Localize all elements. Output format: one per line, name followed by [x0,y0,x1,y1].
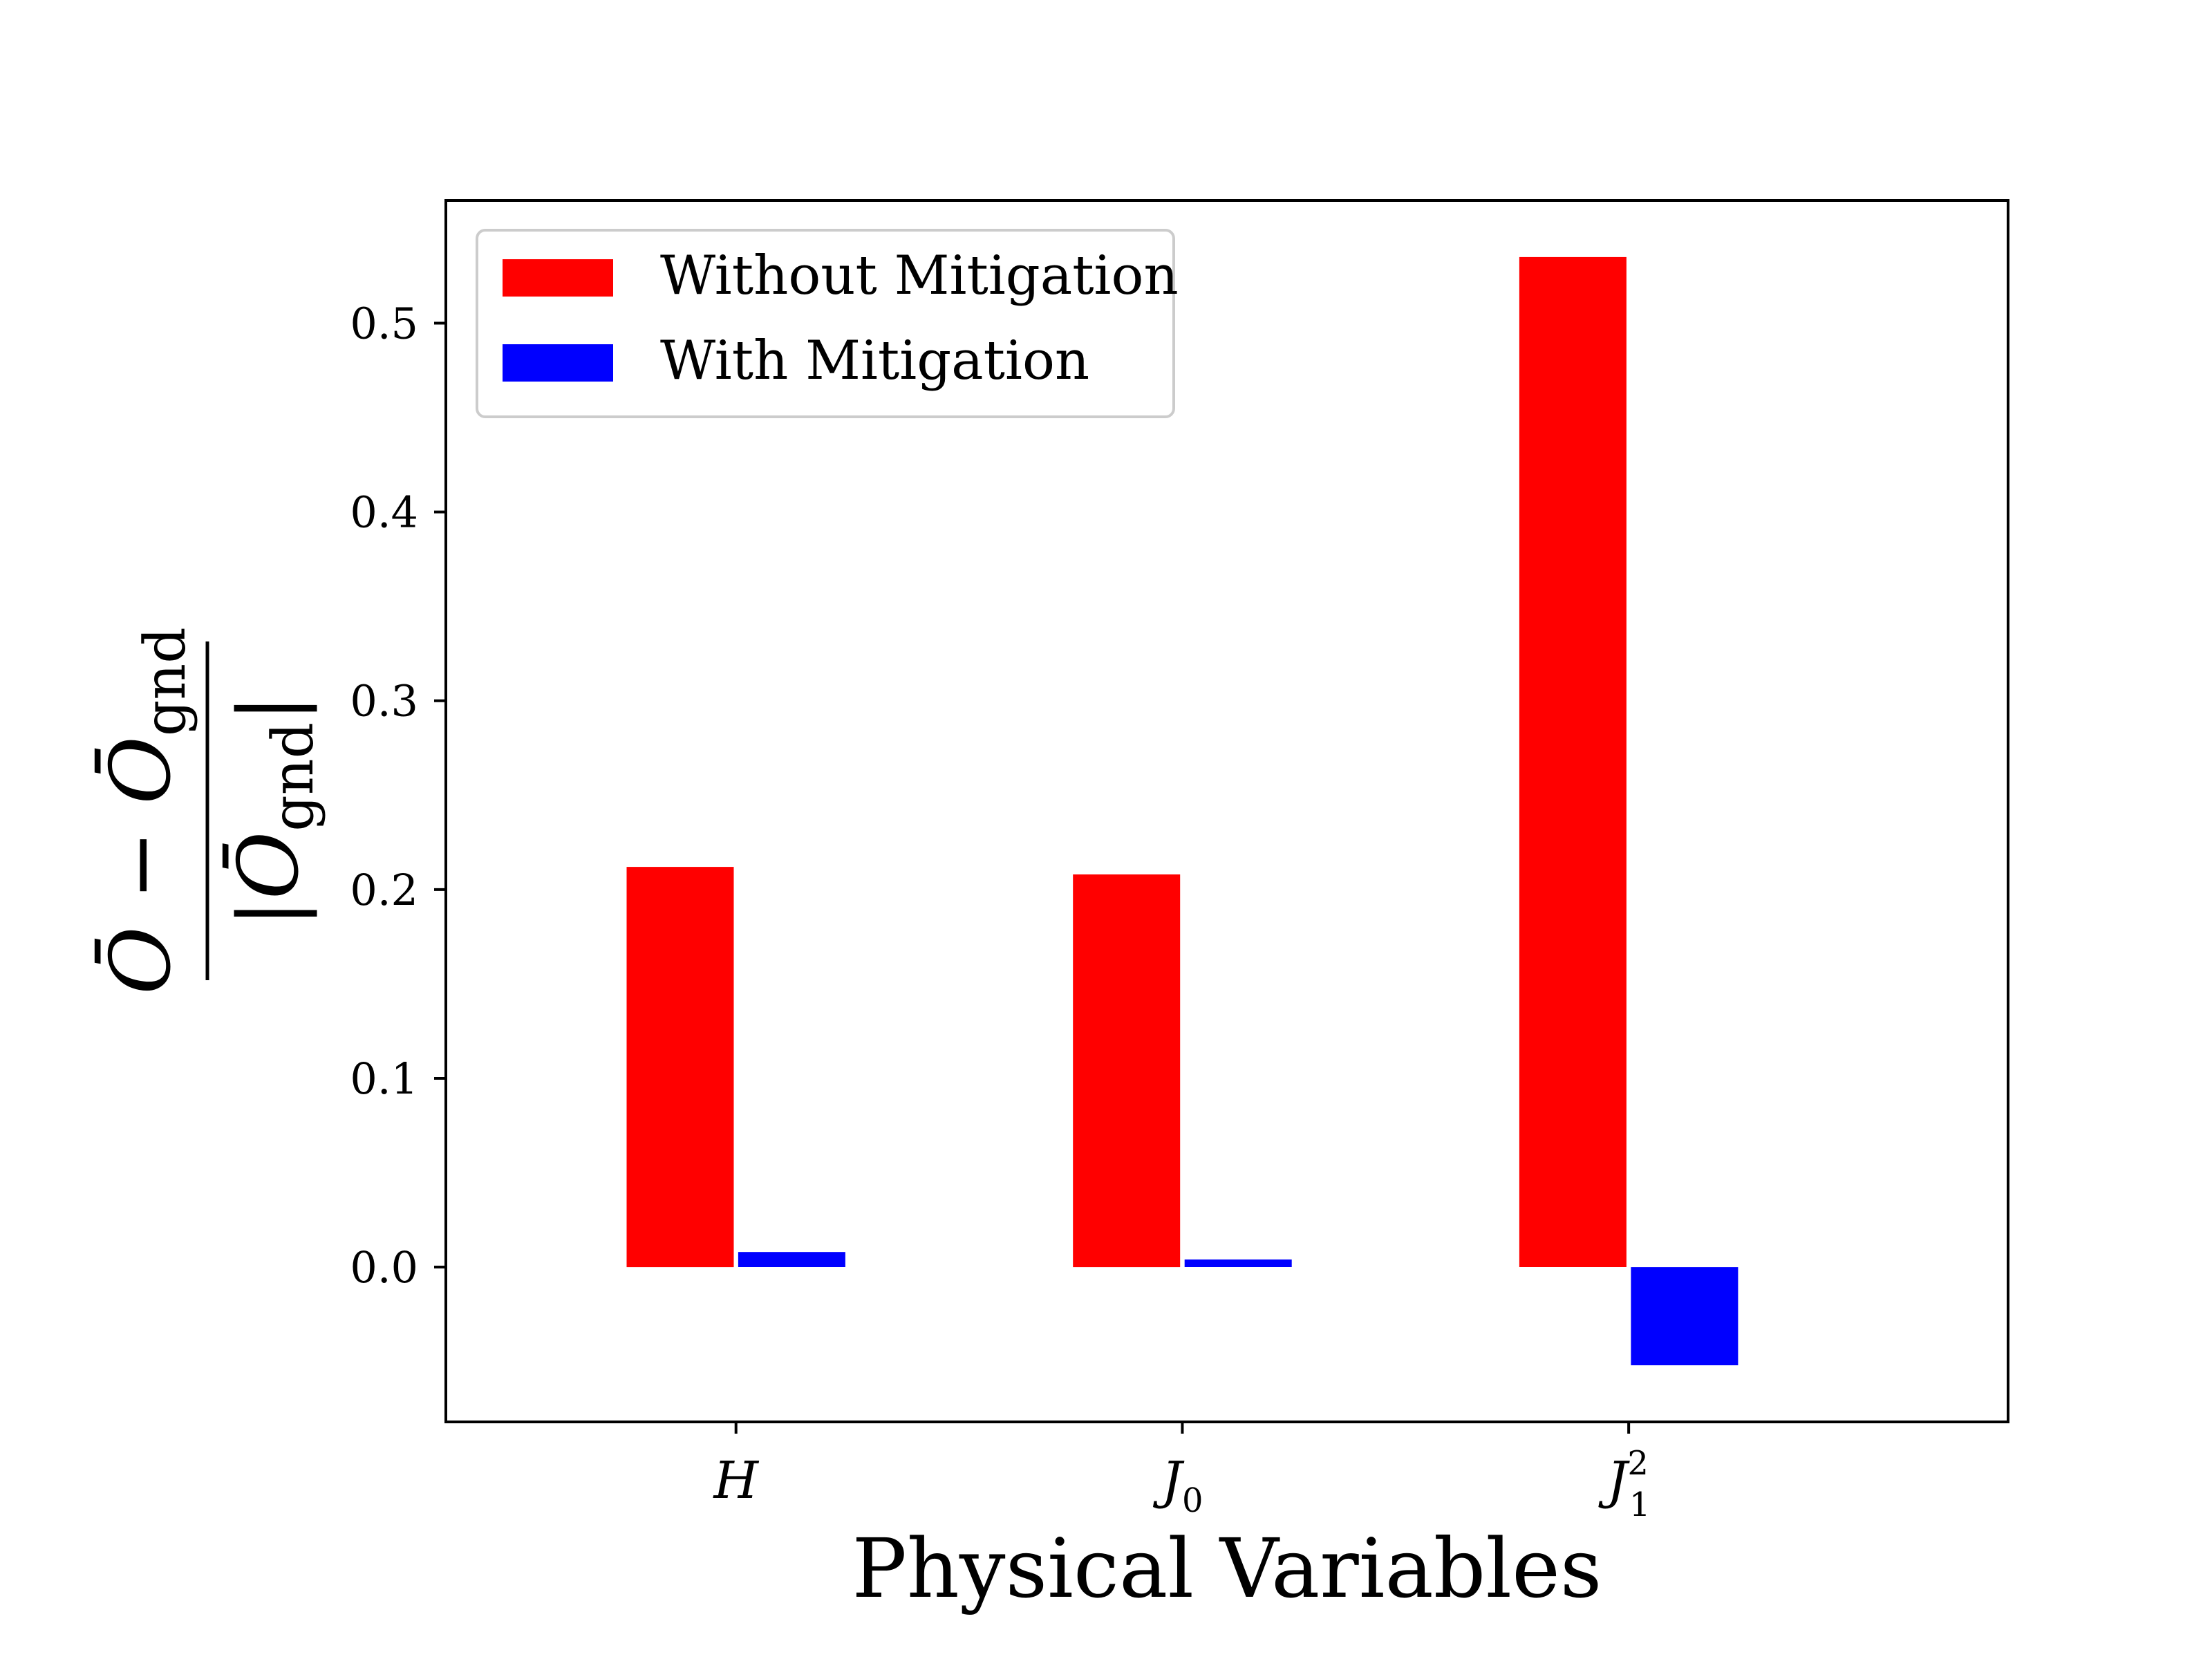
bar-without-mitigation-j0 [1073,874,1181,1268]
y-tick-label: 0.1 [350,1053,418,1104]
bar-without-mitigation-h [626,867,734,1268]
x-tick-label-j1-2: J2 1 [1598,1444,1651,1524]
legend-swatch-with-mitigation [503,344,613,382]
y-axis-label: Ō − Ōgnd |Ōgnd| [93,627,326,994]
y-tick-label: 0.5 [350,299,418,349]
legend-swatch-without-mitigation [503,259,613,297]
legend-label-without-mitigation: Without Mitigation [660,245,1179,307]
y-tick-label: 0.2 [350,865,418,915]
legend: Without Mitigation With Mitigation [476,229,1179,418]
legend-box [476,229,1175,418]
y-axis-ticks: 0.0 0.1 0.2 0.3 0.4 0.5 [350,299,446,1293]
legend-label-with-mitigation: With Mitigation [660,330,1089,392]
bar-without-mitigation-j1-2 [1519,256,1627,1267]
x-axis-label: Physical Variables [852,1521,1602,1616]
bars-group [626,256,1738,1366]
y-tick-label: 0.4 [350,487,418,538]
x-tick-label-h: H [712,1451,759,1510]
bar-with-mitigation-j1-2 [1631,1267,1738,1366]
y-tick-label: 0.0 [350,1242,418,1293]
y-label-denominator: |Ōgnd| [221,694,326,927]
y-label-numerator: Ō − Ōgnd [93,627,198,994]
bar-with-mitigation-j0 [1184,1259,1292,1267]
plot-frame [444,199,2009,1423]
y-tick-label: 0.3 [350,676,418,727]
bar-with-mitigation-h [738,1252,845,1267]
